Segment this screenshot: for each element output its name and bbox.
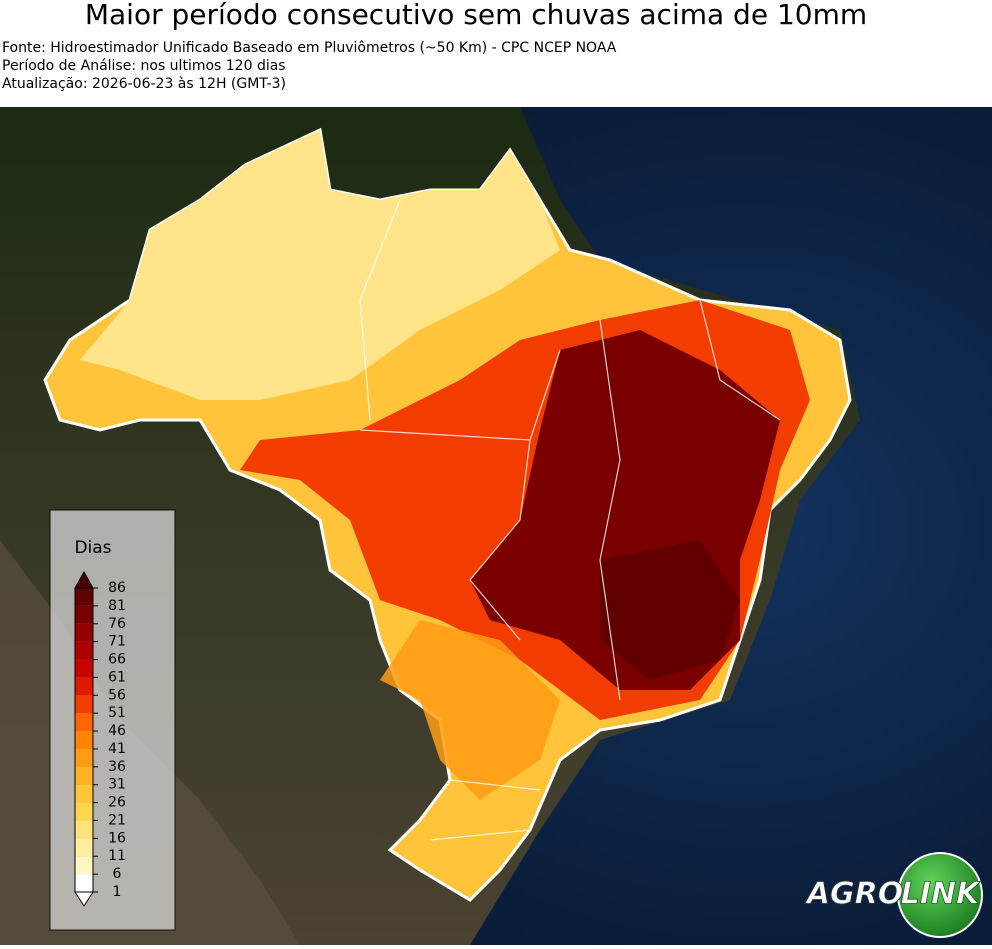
colorbar-segment [75,623,93,642]
colorbar-segment [75,874,93,892]
colorbar-frame [74,587,94,893]
colorbar-tick-label: 26 [108,795,126,811]
colorbar-tick-label: 31 [108,777,126,793]
south-zone [380,620,560,800]
colorbar-segment [75,695,93,714]
colorbar-segment [75,588,93,606]
colorbar-segment [75,838,93,857]
colorbar-segment [75,748,93,767]
peak-core [600,540,740,680]
logo-left: AGRO [805,877,903,912]
title: Maior período consecutivo sem chuvas aci… [85,0,867,31]
colorbar-tick-label: 1 [113,884,122,900]
colorbar-tick-label: 51 [108,705,126,721]
colorbar-tick-label: 41 [108,741,126,757]
colorbar-tick-label: 86 [108,580,126,596]
colorbar-tick-label: 16 [108,830,126,846]
colorbar-segment [75,784,93,803]
colorbar-tick-label: 6 [113,866,122,882]
legend-title: Dias [74,538,111,558]
colorbar-tick-label: 61 [108,669,126,685]
source-line: Fonte: Hidroestimador Unificado Baseado … [2,40,617,56]
colorbar-segment [75,802,93,821]
colorbar-segment [75,713,93,732]
colorbar-segment [75,677,93,696]
state-borders [359,199,781,841]
colorbar-tick-label: 11 [108,848,126,864]
logo-circle [897,852,983,938]
colorbar-tick-label: 36 [108,759,126,775]
colorbar-tick-label: 71 [108,634,126,650]
colorbar-segment [75,659,93,678]
colorbar-tick-label: 21 [108,812,126,828]
colorbar-tick-label: 56 [108,687,126,703]
source-line: Período de Análise: nos ultimos 120 dias [2,58,286,74]
logo-right: LINK [901,877,982,912]
low-zone [80,130,560,400]
map [0,107,992,945]
colorbar-segment [75,820,93,839]
source-line: Atualização: 2026-06-23 às 12H (GMT-3) [2,76,286,92]
colorbar-tick-label: 46 [108,723,126,739]
colorbar-tick-label: 66 [108,652,126,668]
colorbar-segment [75,641,93,660]
legend-box [49,509,176,931]
colorbar-segment [75,856,93,875]
colorbar-segment [75,731,93,749]
colorbar-tick-label: 76 [108,616,126,632]
colorbar-segment [75,766,93,785]
colorbar-segment [75,605,93,624]
colorbar-tick-label: 81 [108,598,126,614]
logo: AGRO LINK [804,852,983,938]
